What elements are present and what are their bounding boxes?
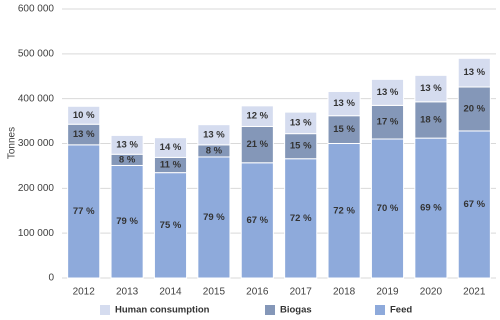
x-tick-label: 2021 (463, 287, 486, 298)
share-label: 75 % (160, 220, 182, 231)
bar-segment (240, 162, 274, 279)
y-tick-label: 200 000 (18, 183, 55, 194)
bar-segment (197, 124, 231, 146)
legend-label: Feed (390, 305, 412, 316)
bar-segment (284, 158, 318, 279)
x-tick-label: 2014 (159, 287, 182, 298)
bar-segment (284, 133, 318, 160)
share-label: 8 % (119, 154, 136, 165)
share-label: 70 % (377, 203, 399, 214)
legend-swatch (100, 305, 110, 315)
bar-segment (110, 164, 144, 279)
bar-segment (284, 111, 318, 135)
bar-segment (457, 130, 491, 279)
share-label: 13 % (377, 87, 399, 98)
share-label: 15 % (290, 141, 312, 152)
share-label: 79 % (203, 212, 225, 223)
share-label: 14 % (160, 142, 182, 153)
share-label: 67 % (246, 215, 268, 226)
share-label: 18 % (420, 114, 442, 125)
bar-segment (67, 105, 101, 125)
y-axis-label: Tonnes (7, 127, 18, 159)
share-label: 17 % (377, 117, 399, 128)
share-label: 79 % (116, 216, 138, 227)
bar-segment (153, 137, 188, 158)
bar-segment (370, 78, 405, 106)
bar-segment (327, 115, 361, 144)
share-label: 13 % (290, 117, 312, 128)
share-label: 20 % (463, 103, 485, 114)
share-label: 10 % (73, 110, 95, 121)
bar-segment (67, 144, 101, 279)
legend-label: Human consumption (115, 305, 210, 316)
share-label: 72 % (333, 205, 355, 216)
share-label: 13 % (73, 129, 95, 140)
y-tick-label: 400 000 (18, 93, 55, 104)
share-label: 67 % (463, 199, 485, 210)
y-tick-label: 100 000 (18, 228, 55, 239)
bar-segment (240, 125, 274, 164)
y-tick-label: 600 000 (18, 4, 55, 15)
share-label: 12 % (246, 111, 268, 122)
share-label: 13 % (116, 139, 138, 150)
bar-segment (327, 143, 361, 279)
x-tick-label: 2020 (420, 287, 443, 298)
legend-swatch (375, 305, 385, 315)
share-label: 72 % (290, 213, 312, 224)
x-tick-label: 2013 (116, 287, 139, 298)
x-tick-label: 2017 (290, 287, 313, 298)
share-label: 11 % (160, 160, 182, 171)
share-label: 13 % (333, 98, 355, 109)
y-tick-label: 0 (48, 273, 54, 284)
y-tick-label: 300 000 (18, 138, 55, 149)
bar-segment (197, 156, 231, 279)
bar-segment (110, 134, 144, 155)
x-tick-label: 2019 (376, 287, 399, 298)
bar-segment (370, 104, 405, 140)
bar-segment (414, 137, 448, 279)
share-label: 13 % (420, 83, 442, 94)
legend-label: Biogas (280, 305, 312, 316)
x-tick-label: 2016 (246, 287, 269, 298)
share-label: 13 % (203, 129, 225, 140)
x-tick-label: 2018 (333, 287, 356, 298)
legend-swatch (265, 305, 275, 315)
share-label: 21 % (246, 139, 268, 150)
bar-segment (457, 86, 491, 132)
share-label: 13 % (463, 67, 485, 78)
share-label: 77 % (73, 206, 95, 217)
share-label: 8 % (206, 145, 223, 156)
bar-segment (370, 138, 405, 279)
x-tick-label: 2012 (73, 287, 96, 298)
x-tick-label: 2015 (203, 287, 226, 298)
bar-segment (414, 74, 448, 103)
bar-segment (240, 105, 274, 127)
bar-segment (457, 57, 491, 88)
bar-segment (327, 90, 361, 117)
share-label: 69 % (420, 203, 442, 214)
share-label: 15 % (333, 124, 355, 135)
y-tick-label: 500 000 (18, 48, 55, 59)
